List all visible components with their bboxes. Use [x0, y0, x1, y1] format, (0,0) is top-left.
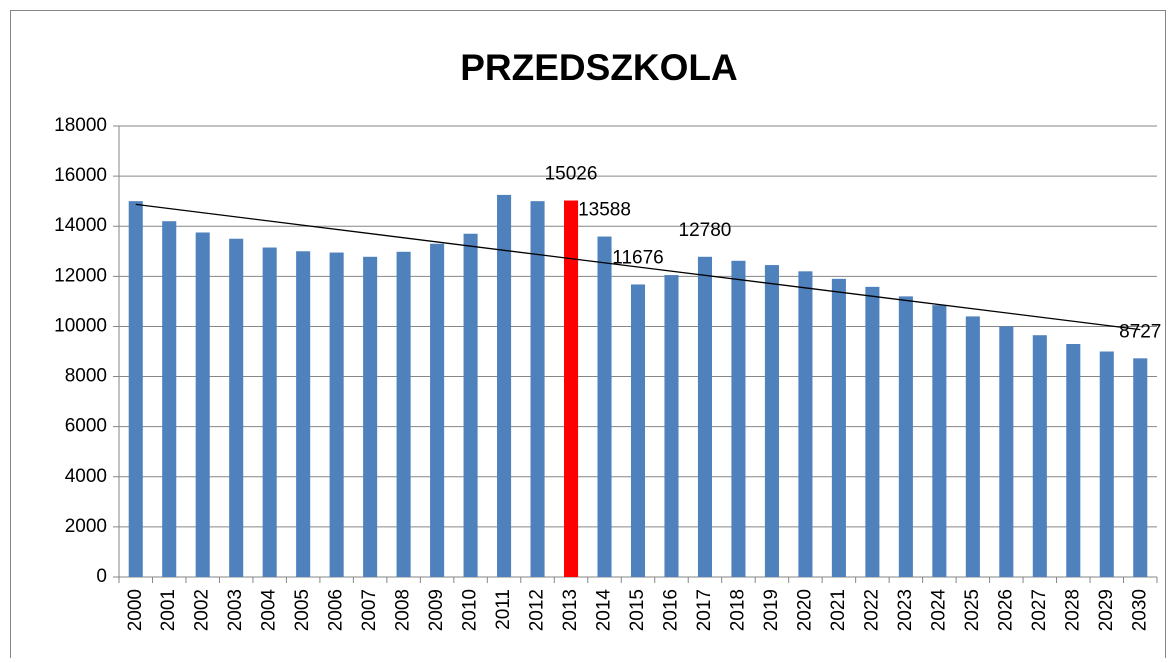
- data-label: 13588: [578, 200, 631, 221]
- bar: [497, 194, 512, 577]
- y-tick-label: 8000: [65, 366, 107, 387]
- x-tick-label: 2009: [426, 589, 447, 631]
- x-tick-label: 2030: [1129, 589, 1150, 631]
- x-tick-label: 2016: [660, 589, 681, 631]
- y-tick-label: 0: [96, 566, 107, 587]
- x-tick-label: 2010: [460, 589, 481, 631]
- y-tick-label: 10000: [54, 315, 107, 336]
- x-tick-label: 2022: [861, 589, 882, 631]
- x-tick-label: 2020: [794, 589, 815, 631]
- x-tick-label: 2001: [158, 589, 179, 631]
- bar: [1032, 335, 1047, 577]
- x-tick-label: 2004: [259, 589, 280, 632]
- chart-border: [10, 10, 1166, 663]
- x-tick-label: 2011: [493, 589, 514, 630]
- bar: [162, 221, 177, 577]
- x-tick-label: 2013: [560, 589, 581, 631]
- bar: [329, 252, 344, 577]
- data-label: 11676: [612, 247, 663, 268]
- x-tick-label: 2019: [761, 589, 782, 631]
- bar: [664, 275, 679, 577]
- data-label: 8727: [1119, 321, 1161, 342]
- bar: [128, 201, 143, 577]
- bar: [831, 278, 846, 577]
- bar: [396, 251, 411, 578]
- bar: [1133, 358, 1148, 577]
- bar: [430, 243, 445, 577]
- x-tick-label: 2018: [727, 589, 748, 631]
- bar: [1099, 351, 1114, 577]
- y-tick-label: 4000: [65, 466, 107, 487]
- bar: [932, 305, 947, 577]
- bar: [229, 238, 244, 577]
- y-tick-label: 14000: [54, 215, 107, 236]
- y-tick-label: 16000: [54, 165, 107, 186]
- data-label: 15026: [545, 164, 598, 185]
- bar: [195, 232, 210, 577]
- y-tick-label: 12000: [54, 265, 107, 286]
- y-tick-label: 2000: [65, 516, 107, 537]
- x-tick-label: 2005: [292, 589, 313, 631]
- x-tick-label: 2026: [995, 589, 1016, 631]
- x-tick-label: 2006: [326, 589, 347, 631]
- x-tick-label: 2017: [694, 589, 715, 631]
- x-tick-label: 2008: [393, 589, 414, 631]
- x-tick-label: 2007: [359, 589, 380, 631]
- bar: [697, 256, 712, 577]
- data-label: 12780: [679, 220, 732, 241]
- bar: [597, 236, 612, 577]
- bar: [363, 256, 378, 577]
- bar: [798, 271, 813, 577]
- x-tick-label: 2002: [192, 589, 213, 631]
- bar: [630, 284, 646, 577]
- bar: [731, 260, 746, 577]
- bar: [898, 296, 913, 577]
- bar: [1066, 343, 1081, 577]
- y-tick-label: 18000: [54, 115, 107, 136]
- bar: [564, 200, 579, 577]
- x-tick-label: 2025: [962, 589, 983, 631]
- chart-title: PRZEDSZKOLA: [460, 47, 738, 88]
- bar: [764, 265, 779, 577]
- x-tick-label: 2015: [627, 589, 648, 631]
- trendline: [135, 203, 1141, 331]
- x-tick-label: 2023: [895, 589, 916, 631]
- bar: [262, 247, 277, 577]
- bar: [463, 233, 478, 577]
- bar: [296, 251, 311, 577]
- bar: [965, 316, 980, 577]
- x-tick-label: 2003: [225, 589, 246, 631]
- x-tick-label: 2029: [1096, 589, 1117, 631]
- x-tick-label: 2012: [527, 589, 548, 631]
- y-tick-label: 6000: [65, 416, 107, 437]
- x-tick-label: 2014: [594, 589, 615, 632]
- x-tick-label: 2021: [828, 589, 849, 631]
- x-tick-label: 2024: [928, 589, 949, 632]
- bar: [999, 326, 1014, 577]
- x-tick-label: 2000: [125, 589, 146, 631]
- bar: [530, 201, 545, 577]
- bar: [865, 286, 880, 577]
- x-tick-label: 2027: [1029, 589, 1050, 631]
- x-tick-label: 2028: [1062, 589, 1083, 631]
